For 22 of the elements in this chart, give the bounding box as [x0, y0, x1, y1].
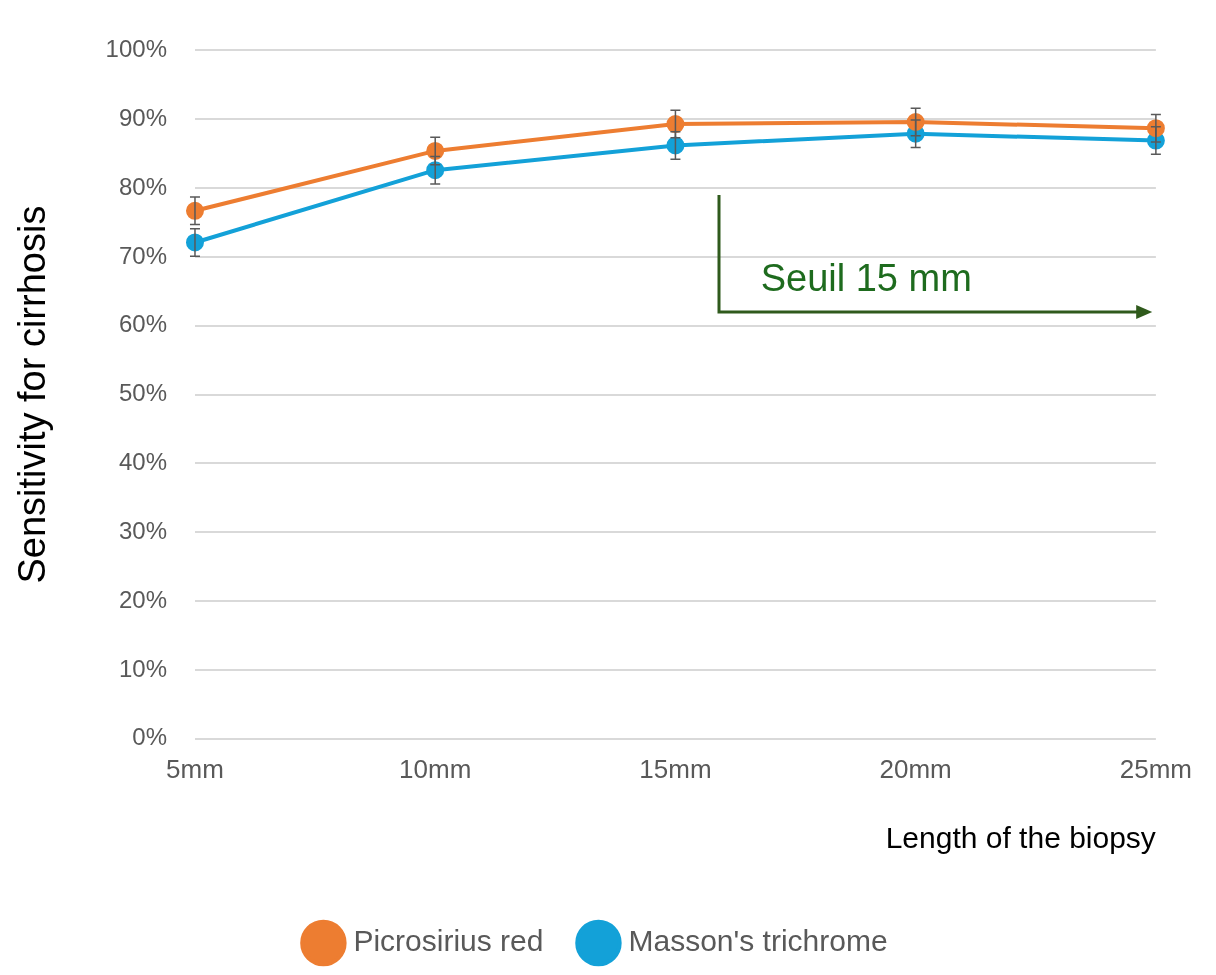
y-tick-label: 0%: [132, 723, 167, 751]
y-tick-label: 20%: [118, 585, 167, 613]
y-tick-label: 40%: [118, 448, 167, 476]
legend-label: Masson's trichrome: [628, 924, 888, 958]
y-tick-label: 80%: [118, 172, 167, 200]
y-tick-label: 90%: [118, 103, 167, 131]
x-tick-label: 25mm: [1119, 753, 1193, 784]
y-tick-label: 50%: [118, 379, 167, 407]
y-tick-label: 30%: [118, 516, 167, 544]
y-tick-label: 10%: [118, 654, 167, 682]
annotation: Seuil 15 mm: [760, 256, 972, 300]
legend-label: Picrosirius red: [353, 924, 544, 958]
y-tick-label: 100%: [105, 35, 167, 63]
x-tick-label: 15mm: [639, 753, 712, 784]
y-axis-title: Sensitivity for cirrhosis: [11, 205, 54, 584]
y-tick-label: 70%: [118, 241, 167, 269]
x-tick-label: 5mm: [166, 753, 224, 784]
x-tick-label: 20mm: [879, 753, 952, 784]
x-tick-label: 10mm: [399, 753, 472, 784]
x-axis-title: Length of the biopsy: [885, 821, 1156, 855]
y-tick-label: 60%: [118, 310, 167, 338]
point: [666, 115, 685, 134]
